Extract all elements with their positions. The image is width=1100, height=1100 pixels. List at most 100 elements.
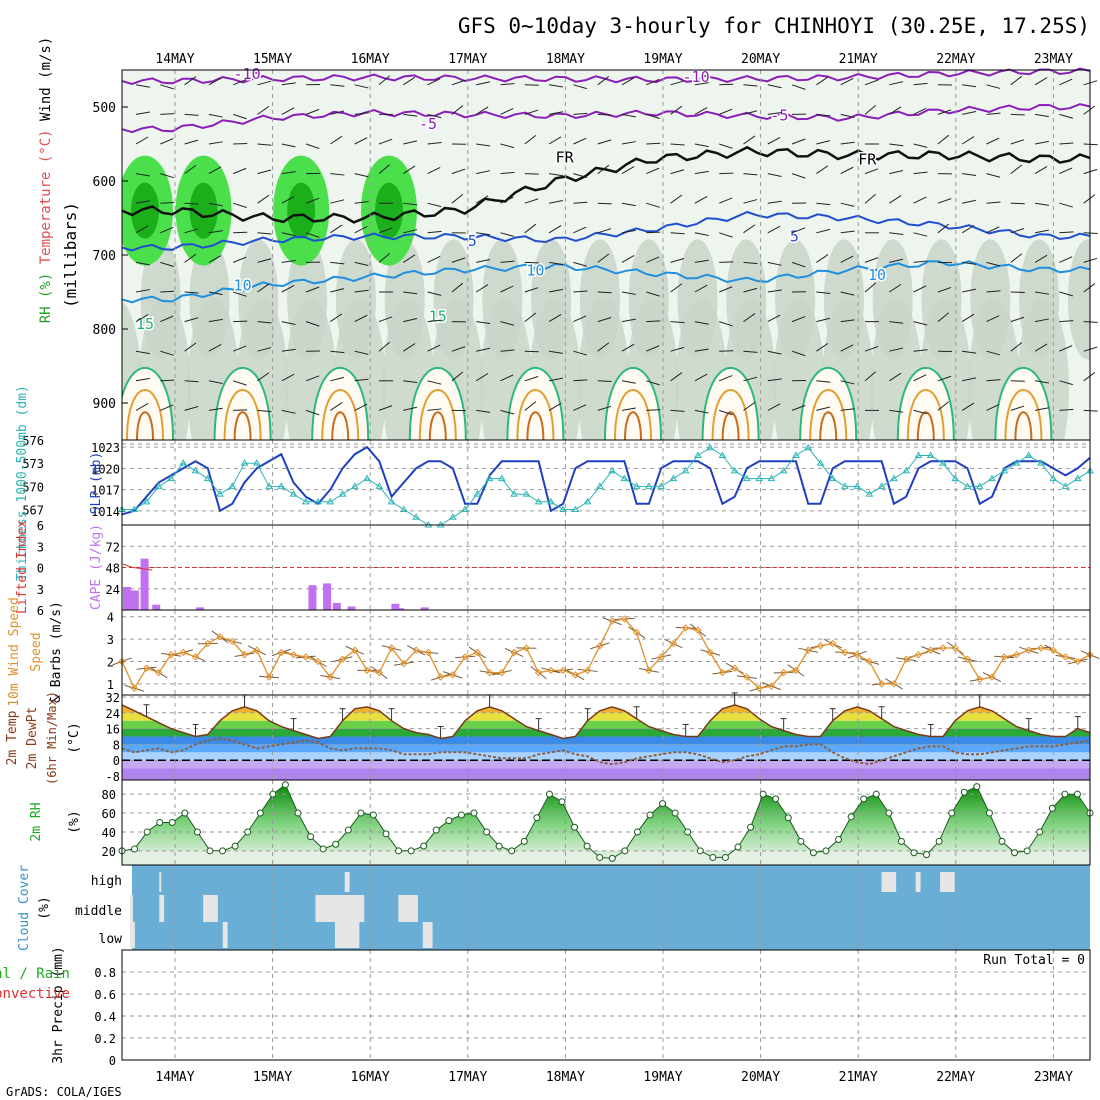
- wind-barb: [743, 173, 758, 176]
- wind-barb: [160, 138, 174, 145]
- thickness-point: [1061, 482, 1070, 489]
- wind-barb: [1010, 139, 1025, 145]
- wind-barb: [233, 202, 247, 209]
- panel-ylabel-part: (m/s): [49, 601, 64, 640]
- panel-ylabel-part: (%): [37, 896, 52, 919]
- panel-ylabel: (°C): [67, 722, 82, 753]
- lifted-index-line: [122, 563, 153, 571]
- wind-barb: [330, 173, 345, 176]
- wind-barb: [937, 286, 952, 293]
- wind-barb: [962, 261, 977, 265]
- wind-speed-point: [571, 671, 580, 679]
- wind-speed-point: [1000, 653, 1008, 661]
- wind-barb: [646, 167, 660, 175]
- thickness-point: [828, 474, 837, 482]
- wind-barb: [500, 409, 515, 415]
- wind-barb: [816, 254, 829, 263]
- thickness-point: [1037, 459, 1045, 466]
- rh-point: [596, 853, 604, 861]
- rh-point: [269, 790, 277, 798]
- rh-tick-label: 60: [102, 807, 116, 821]
- contour-label: 10: [234, 277, 252, 295]
- rh-point: [847, 813, 855, 821]
- wind-barb: [1034, 254, 1048, 263]
- wind-barb: [1034, 77, 1048, 86]
- wind-barb: [160, 350, 174, 356]
- rh-very-high-blob: [375, 182, 403, 239]
- rh-point: [973, 783, 981, 791]
- thickness-point: [350, 482, 359, 489]
- wind-barb: [160, 315, 174, 323]
- wind-barb: [184, 228, 199, 234]
- wind-barb: [354, 314, 368, 323]
- warm-core-contour: [1014, 411, 1033, 440]
- contour-label: 15: [429, 308, 447, 326]
- wind-tick-label: 1: [107, 678, 114, 692]
- wind-barb: [767, 111, 782, 115]
- wind-barb: [961, 313, 975, 323]
- wind-barb: [160, 113, 175, 115]
- wind-speed-point: [498, 668, 506, 677]
- thickness-point: [706, 443, 715, 451]
- wind-tick-label: 3: [107, 633, 114, 647]
- wind-barb: [427, 380, 442, 385]
- wind-speed-point: [424, 648, 433, 657]
- wind-barb: [743, 376, 758, 382]
- wind-barb: [816, 317, 831, 323]
- panel-ylabel-part: 2m RH: [29, 802, 44, 841]
- rh-point: [231, 842, 239, 850]
- warm-core-contour: [809, 389, 848, 440]
- wind-barb: [257, 283, 270, 293]
- wind-barb: [913, 285, 927, 293]
- rh-point: [721, 853, 729, 861]
- slp-tick-label: 1023: [91, 441, 120, 455]
- thickness-tick-label: 570: [22, 480, 44, 494]
- wind-barb: [451, 257, 466, 263]
- wind-barb: [427, 344, 441, 352]
- wind-barb: [524, 109, 539, 115]
- wind-barb: [476, 259, 490, 263]
- wind-barb: [1010, 316, 1025, 323]
- wind-barb: [913, 409, 928, 415]
- wind-barb: [743, 313, 756, 323]
- cloud-clear-patch: [222, 922, 228, 948]
- wind-barb: [184, 406, 199, 411]
- wind-barb: [281, 171, 296, 175]
- wind-barb: [670, 232, 685, 235]
- wind-barb: [864, 371, 877, 382]
- wind-speed-point: [927, 646, 935, 654]
- lifted-index-tick-label: 6: [37, 519, 44, 533]
- cape-bar: [140, 558, 149, 610]
- wind-barb: [864, 345, 879, 352]
- wind-barb: [937, 375, 952, 382]
- wind-barb: [962, 84, 977, 88]
- rh-point: [910, 849, 918, 857]
- wind-barb: [719, 197, 733, 204]
- thickness-point: [399, 505, 408, 513]
- bottom-date-axis: 14MAY 15MAY 16MAY 17MAY 18MAY 19MAY 20MAY 21MAY…: [155, 1070, 1073, 1085]
- wind-barb: [281, 107, 295, 115]
- wind-barb: [962, 377, 976, 382]
- wind-barb: [864, 257, 879, 263]
- wind-barb: [597, 164, 610, 174]
- wind-barb: [937, 198, 952, 204]
- wind-speed-point: [228, 637, 236, 646]
- wind-speed-point: [289, 651, 298, 659]
- wind-speed-point: [534, 668, 543, 677]
- wind-barb: [354, 200, 369, 204]
- thickness-point: [387, 497, 396, 505]
- wind-barb: [913, 171, 928, 175]
- contour-label: 5: [790, 228, 799, 246]
- wind-barb: [889, 347, 904, 352]
- wind-barb: [184, 253, 197, 263]
- wind-speed-point: [645, 666, 653, 675]
- wind-barb: [621, 343, 635, 352]
- wind-barb: [281, 373, 295, 382]
- wind-barb: [597, 380, 612, 383]
- rh-very-high-blob: [189, 182, 218, 239]
- thickness-point: [228, 482, 237, 489]
- thickness-point: [522, 490, 531, 497]
- wind-barb: [816, 76, 829, 86]
- wind-speed-point: [204, 639, 212, 648]
- wind-barb: [646, 113, 660, 119]
